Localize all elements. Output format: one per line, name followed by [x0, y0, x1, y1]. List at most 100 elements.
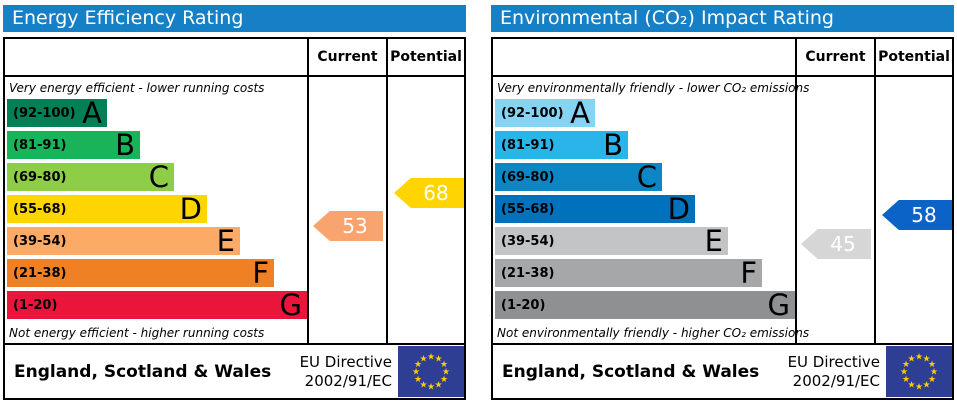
svg-text:★: ★ — [419, 381, 427, 391]
eu-directive-label: EU Directive 2002/91/EC — [300, 353, 398, 391]
band-c: (69-80) C — [7, 160, 174, 194]
column-header-potential: Potential — [386, 39, 464, 75]
band-letter: G — [767, 288, 790, 322]
header-spacer — [5, 39, 307, 75]
svg-text:★: ★ — [907, 381, 915, 391]
energy-header-bar: Energy Efficiency Rating — [3, 5, 466, 32]
svg-text:★: ★ — [427, 383, 435, 393]
eu-flag: ★ ★ ★ ★ ★ ★ ★ ★ ★ ★ ★ ★ — [398, 346, 464, 397]
band-range: (1-20) — [501, 297, 546, 313]
environmental-panel-title: Environmental (CO₂) Impact Rating — [500, 7, 834, 29]
svg-text:★: ★ — [900, 368, 908, 378]
eu-flag-stars-icon: ★ ★★★★★★★★★★★ — [900, 353, 938, 393]
energy-column-headers: Current Potential — [5, 39, 464, 77]
svg-text:★: ★ — [928, 360, 936, 370]
environmental-column-headers: Current Potential — [493, 39, 952, 77]
band-g: (1-20) G — [7, 288, 307, 322]
svg-text:★: ★ — [440, 375, 448, 385]
band-letter: A — [82, 96, 102, 130]
band-letter: C — [148, 160, 169, 194]
eu-directive-line2: 2002/91/EC — [792, 371, 880, 390]
header-spacer — [493, 39, 795, 75]
band-letter: G — [279, 288, 302, 322]
band-a: (92-100) A — [495, 96, 595, 130]
svg-text:★: ★ — [434, 355, 442, 365]
eu-directive-line1: EU Directive — [299, 352, 392, 371]
svg-text:★: ★ — [419, 355, 427, 365]
eu-directive-line2: 2002/91/EC — [304, 371, 392, 390]
svg-text:★: ★ — [915, 383, 923, 393]
eu-directive-label: EU Directive 2002/91/EC — [788, 353, 886, 391]
band-f: (21-38) F — [495, 256, 762, 290]
region-label: England, Scotland & Wales — [14, 361, 272, 382]
svg-text:★: ★ — [922, 355, 930, 365]
band-range: (92-100) — [501, 105, 564, 121]
environmental-chart-body: Very environmentally friendly - lower CO… — [493, 77, 952, 343]
eu-directive-line1: EU Directive — [787, 352, 880, 371]
bottom-caption: Not environmentally friendly - higher CO… — [497, 326, 810, 340]
band-letter: E — [216, 224, 235, 258]
band-letter: D — [667, 192, 690, 226]
band-a: (92-100) A — [7, 96, 107, 130]
svg-text:★: ★ — [414, 375, 422, 385]
band-b: (81-91) B — [7, 128, 140, 162]
band-letter: B — [115, 128, 135, 162]
svg-text:★: ★ — [928, 375, 936, 385]
column-header-current: Current — [795, 39, 874, 75]
column-header-potential: Potential — [874, 39, 952, 75]
energy-table: Current Potential Very energy efficient … — [3, 37, 466, 400]
environmental-footer: England, Scotland & Wales EU Directive 2… — [493, 343, 952, 398]
current-rating-arrow: 45 — [801, 229, 871, 259]
energy-bands-area: Very energy efficient - lower running co… — [5, 77, 307, 343]
band-c: (69-80) C — [495, 160, 662, 194]
svg-text:★: ★ — [434, 381, 442, 391]
band-range: (21-38) — [501, 265, 555, 281]
potential-rating-arrow: 68 — [394, 178, 464, 208]
current-column — [795, 77, 874, 343]
current-rating-value: 45 — [830, 232, 856, 256]
band-letter: C — [636, 160, 657, 194]
svg-text:★: ★ — [442, 368, 450, 378]
top-caption: Very energy efficient - lower running co… — [9, 81, 265, 95]
band-range: (39-54) — [501, 233, 555, 249]
band-range: (1-20) — [13, 297, 58, 313]
band-range: (69-80) — [501, 169, 555, 185]
band-letter: B — [603, 128, 623, 162]
svg-text:★: ★ — [440, 360, 448, 370]
band-letter: F — [740, 256, 757, 290]
band-range: (55-68) — [13, 201, 67, 217]
band-range: (92-100) — [13, 105, 76, 121]
band-range: (81-91) — [13, 137, 67, 153]
band-letter: F — [252, 256, 269, 290]
current-column — [307, 77, 386, 343]
environmental-bands-area: Very environmentally friendly - lower CO… — [493, 77, 810, 343]
band-range: (69-80) — [13, 169, 67, 185]
eu-flag-stars-icon: ★ ★★★★★★★★★★★ — [412, 353, 450, 393]
panel-environmental-impact: Environmental (CO₂) Impact Rating Curren… — [491, 5, 954, 400]
band-letter: E — [704, 224, 723, 258]
environmental-header-bar: Environmental (CO₂) Impact Rating — [491, 5, 954, 32]
potential-rating-arrow: 58 — [882, 200, 952, 230]
band-e: (39-54) E — [7, 224, 240, 258]
svg-text:★: ★ — [414, 360, 422, 370]
band-d: (55-68) D — [7, 192, 207, 226]
potential-column — [386, 77, 464, 343]
bottom-caption: Not energy efficient - higher running co… — [9, 326, 265, 340]
energy-chart-body: Very energy efficient - lower running co… — [5, 77, 464, 343]
band-letter: D — [179, 192, 202, 226]
band-range: (21-38) — [13, 265, 67, 281]
svg-text:★: ★ — [915, 353, 923, 363]
current-rating-arrow: 53 — [313, 211, 383, 241]
svg-text:★: ★ — [902, 375, 910, 385]
svg-text:★: ★ — [427, 353, 435, 363]
band-letter: A — [570, 96, 590, 130]
potential-rating-value: 58 — [911, 203, 937, 227]
svg-text:★: ★ — [412, 368, 420, 378]
top-caption: Very environmentally friendly - lower CO… — [497, 81, 810, 95]
potential-rating-value: 68 — [423, 181, 449, 205]
column-header-current: Current — [307, 39, 386, 75]
band-range: (81-91) — [501, 137, 555, 153]
current-rating-value: 53 — [342, 214, 368, 238]
eu-flag: ★ ★ ★ ★ ★ ★ ★ ★ ★ ★ ★ ★ — [886, 346, 952, 397]
